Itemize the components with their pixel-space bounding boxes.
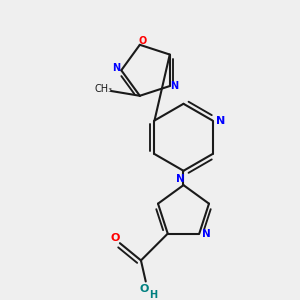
- Text: N: N: [202, 229, 210, 238]
- Text: N: N: [170, 81, 178, 91]
- Text: CH₃: CH₃: [94, 84, 112, 94]
- Text: H: H: [149, 290, 158, 300]
- Text: N: N: [112, 63, 121, 74]
- Text: O: O: [110, 233, 120, 243]
- Text: N: N: [176, 174, 185, 184]
- Text: N: N: [215, 116, 225, 125]
- Text: O: O: [139, 284, 148, 294]
- Text: O: O: [139, 36, 147, 46]
